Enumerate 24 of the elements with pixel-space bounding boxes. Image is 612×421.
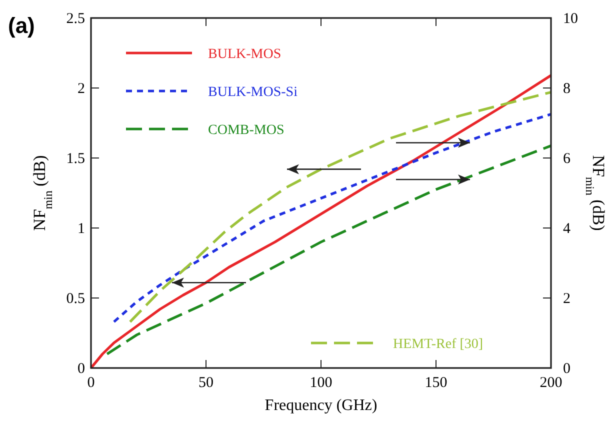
legend-label: HEMT-Ref [30] <box>393 337 484 352</box>
x-tick-label: 50 <box>198 375 214 391</box>
y-tick-label: 2.5 <box>66 11 85 27</box>
legend-label: BULK-MOS-Si <box>208 85 298 100</box>
x-tick-label: 100 <box>310 375 332 391</box>
y2-tick-label: 0 <box>563 361 570 377</box>
y-tick-label: 0.5 <box>66 291 85 307</box>
y2-tick-label: 4 <box>563 221 571 237</box>
y-tick-label: 2 <box>78 81 85 97</box>
x-tick-label: 150 <box>424 375 448 391</box>
y2-tick-label: 2 <box>563 291 570 307</box>
chart-title: (a) <box>8 13 35 38</box>
line-series <box>90 74 552 370</box>
y2-tick-label: 6 <box>563 151 571 167</box>
y-tick-label: 1.5 <box>66 151 85 167</box>
y2-tick-label: 8 <box>563 81 570 97</box>
line-series <box>106 144 552 356</box>
legend-label: COMB-MOS <box>208 123 284 138</box>
x-tick-label: 200 <box>540 375 562 391</box>
legend-label: BULK-MOS <box>208 47 282 62</box>
y-tick-label: 0 <box>78 361 85 377</box>
y2-tick-label: 10 <box>563 11 578 27</box>
x-axis-title: Frequency (GHz) <box>264 397 378 414</box>
y-tick-label: 1 <box>78 221 85 237</box>
